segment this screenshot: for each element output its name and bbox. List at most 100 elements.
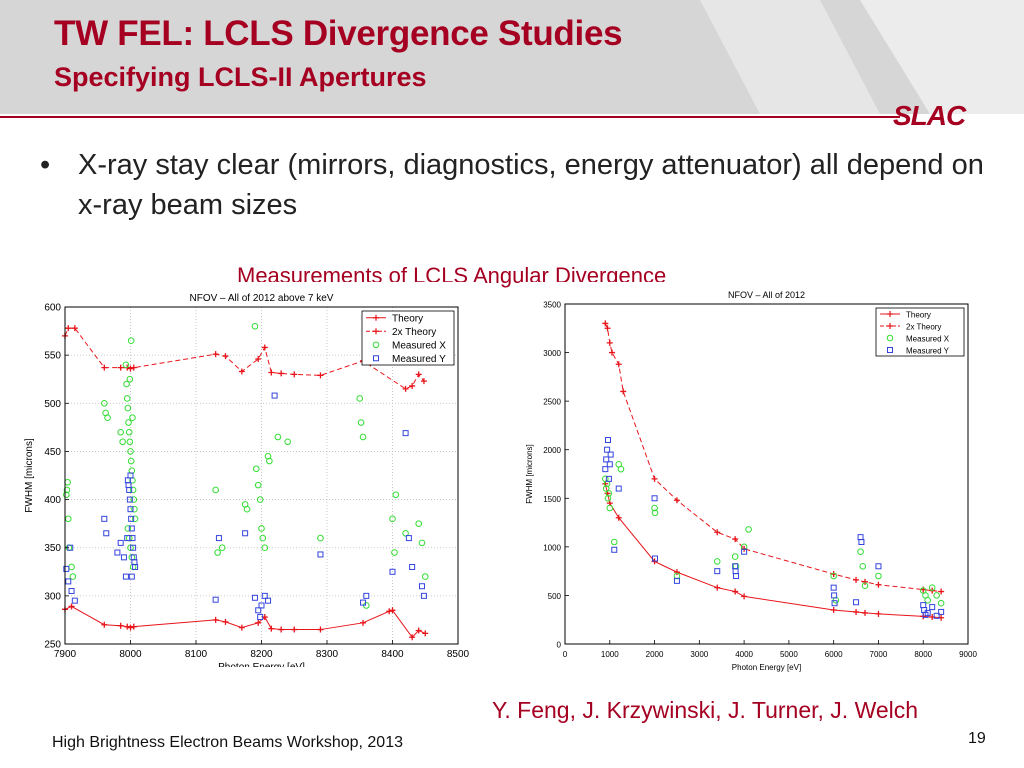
chart1-series-0-line	[604, 483, 942, 619]
chart1-series-3-point	[853, 599, 860, 606]
chart1-series-3-point	[875, 563, 882, 570]
chart0-series-3-point	[261, 592, 268, 599]
chart0-series-3-point	[126, 486, 133, 493]
chart1-legend-entry-2-marker	[886, 334, 894, 342]
chart1-series-1-point	[673, 497, 680, 504]
chart1-series-3-point	[603, 456, 610, 463]
chart0-series-2-point	[391, 549, 398, 556]
chart0-legend-entry-2-marker	[372, 341, 380, 349]
chart1-series-1-point	[862, 578, 869, 585]
chart1-series-3-point	[831, 600, 838, 607]
chart0-series-2-point	[418, 539, 426, 547]
chart1-series-3-point	[602, 466, 609, 473]
chart0-series-2-point	[264, 452, 272, 460]
chart0-series-3-point	[258, 602, 265, 609]
chart1-legend-entry-0-marker	[887, 311, 893, 317]
chart0-series-3-point	[129, 535, 136, 542]
chart0-series-2-point	[123, 395, 131, 402]
slac-logo: SLAC	[893, 100, 966, 131]
chart1-series-3-point	[733, 573, 740, 579]
chart0-ytick-label: 500	[44, 399, 61, 410]
chart1-series-0-point	[875, 610, 882, 617]
chart0-series-2-point	[119, 438, 126, 446]
chart1-series-2-point	[875, 572, 882, 580]
chart0-series-0-point	[255, 619, 262, 626]
chart-right: 0 1000 2000 3000 4000 5000 6000 7000 8000 9000 0 50…	[520, 282, 990, 674]
chart0-series-3-point	[65, 578, 72, 585]
chart1-ytick-label: 3500	[543, 301, 561, 310]
chart0-series-3-point	[271, 392, 278, 399]
chart1-series-1-point	[620, 388, 627, 395]
chart1-legend-entry-3-marker	[887, 347, 893, 353]
chart1-series-1-point	[609, 349, 616, 356]
chart0-series-2-point	[261, 544, 269, 552]
chart0-series-2-point	[359, 433, 367, 441]
chart0-legend-entry-3-label: Measured Y	[392, 354, 446, 365]
chart0-series-3-point	[128, 515, 135, 522]
chart0-series-3-point	[132, 563, 139, 570]
chart1-series-2-point	[857, 548, 864, 556]
authors: Y. Feng, J. Krzywinski, J. Turner, J. We…	[492, 697, 919, 723]
title-banner: TW FEL: LCLS Divergence Studies Specifyi…	[0, 0, 1024, 114]
chart1-series-1-point	[732, 536, 739, 543]
chart0-series-2-point	[392, 491, 400, 499]
chart0-series-1-point	[255, 355, 262, 362]
chart1-series-2-point	[861, 582, 869, 590]
chart0-series-3-point	[255, 607, 262, 614]
chart0-ytick-label: 300	[44, 591, 61, 602]
chart1-ytick-label: 2000	[543, 446, 561, 455]
chart0-legend-entry-2-label: Measured X	[392, 340, 446, 351]
chart1-legend-entry-0-label: Theory	[906, 311, 931, 320]
chart0-series-2-point	[415, 520, 423, 527]
chart0-xtick-label: 8200	[250, 649, 273, 660]
chart1-legend-entry-2-label: Measured X	[906, 335, 950, 344]
chart0-ytick-label: 550	[44, 351, 61, 362]
chart0-series-3-point	[101, 515, 108, 522]
chart0-series-3-point	[127, 506, 134, 513]
chart0-series-0-point	[68, 603, 75, 610]
chart1-series-3-point	[858, 539, 865, 545]
chart0-xtick-label: 8000	[119, 649, 142, 660]
chart0-series-1-point	[415, 371, 422, 378]
chart0-series-2-point	[389, 515, 396, 523]
chart0-series-3-point	[257, 614, 264, 621]
chart0-series-1-point	[117, 364, 124, 371]
chart1-series-3-point	[652, 555, 659, 562]
chart0-series-3-point	[360, 599, 367, 606]
chart1-series-2-point	[731, 553, 739, 560]
chart1-series-3-point	[604, 446, 611, 453]
chart1-ytick-label: 3000	[543, 349, 561, 358]
chart1-xtick-label: 2000	[646, 650, 664, 659]
chart0-series-2-point	[243, 505, 251, 513]
chart-right-svg: 0 1000 2000 3000 4000 5000 6000 7000 8000 9000 0 50…	[525, 290, 977, 672]
chart0-series-1-point	[278, 370, 285, 377]
chart0-series-2-point	[266, 457, 273, 465]
chart0-title: NFOV – All of 2012 above 7 keV	[190, 293, 334, 304]
chart0-series-2-point	[274, 433, 282, 441]
chart0-series-3-point	[405, 535, 412, 542]
chart0-xtick-label: 7900	[54, 649, 77, 660]
chart0-legend-entry-0-marker	[373, 314, 379, 321]
chart0-series-3-point	[215, 535, 222, 542]
chart0-series-0-point	[291, 626, 298, 633]
chart1-ytick-label: 2500	[543, 398, 561, 407]
chart0-series-2-point	[129, 414, 136, 422]
chart0-series-0-point	[422, 630, 429, 637]
chart0-series-1-point	[409, 382, 416, 389]
banner-decoration	[700, 0, 1024, 114]
chart1-series-3-point	[831, 592, 838, 599]
chart1-xlabel: Photon Energy [eV]	[732, 663, 801, 672]
chart0-series-2-point	[356, 395, 364, 402]
chart0-ytick-label: 250	[44, 640, 61, 651]
chart0-series-2-point	[357, 419, 365, 426]
chart1-series-3-point	[938, 608, 945, 615]
chart1-series-2-point	[604, 494, 612, 502]
chart1-series-1-point	[714, 529, 721, 536]
chart0-series-1-point	[317, 372, 324, 379]
chart1-series-1-point	[602, 320, 609, 327]
chart1-axes-frame	[564, 303, 969, 645]
slide-title: TW FEL: LCLS Divergence Studies	[54, 14, 623, 53]
chart0-xtick-label: 8500	[447, 649, 470, 660]
chart0-series-0-point	[278, 626, 285, 633]
chart0-series-3-point	[402, 430, 409, 437]
